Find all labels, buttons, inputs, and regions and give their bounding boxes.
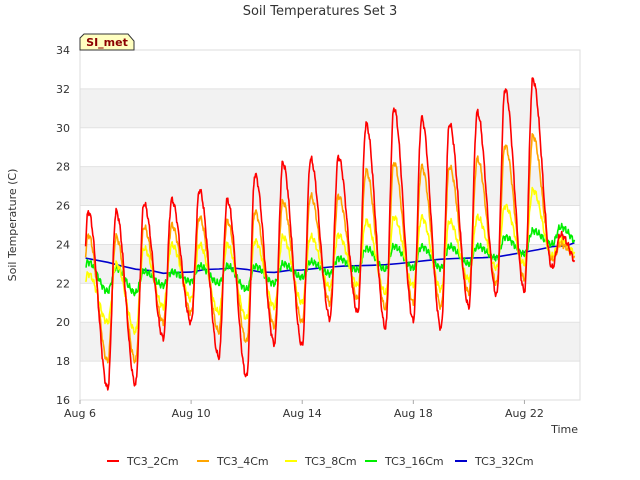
x-tick-label: Aug 6 bbox=[64, 407, 96, 420]
x-tick-label: Aug 18 bbox=[394, 407, 433, 420]
y-tick-label: 24 bbox=[56, 238, 70, 251]
series-lines bbox=[84, 77, 576, 391]
x-ticks: Aug 6 Aug 10 Aug 14 Aug 18 Aug 22 bbox=[64, 400, 544, 420]
station-badge-label: SI_met bbox=[86, 36, 128, 49]
y-tick-label: 16 bbox=[56, 394, 70, 407]
legend-label: TC3_32Cm bbox=[474, 455, 534, 468]
plot-frame bbox=[79, 49, 581, 401]
grid-band bbox=[80, 361, 580, 400]
legend: TC3_2Cm TC3_4Cm TC3_8Cm TC3_16Cm TC3_32Cm bbox=[107, 455, 534, 468]
legend-label: TC3_8Cm bbox=[304, 455, 357, 468]
grid-band bbox=[80, 50, 580, 89]
legend-label: TC3_2Cm bbox=[126, 455, 179, 468]
plot-bands bbox=[80, 49, 580, 401]
y-tick-label: 18 bbox=[56, 355, 70, 368]
grid-band bbox=[80, 322, 580, 362]
station-badge: SI_met bbox=[79, 33, 135, 51]
y-tick-label: 26 bbox=[56, 200, 70, 213]
y-axis-label: Soil Temperature (C) bbox=[6, 169, 19, 282]
x-tick-label: Aug 22 bbox=[505, 407, 544, 420]
y-tick-label: 32 bbox=[56, 83, 70, 96]
series-line-tc3_2cm bbox=[84, 77, 576, 391]
grid-band bbox=[80, 88, 580, 128]
x-tick-label: Aug 10 bbox=[172, 407, 211, 420]
y-tick-label: 28 bbox=[56, 161, 70, 174]
y-tick-label: 20 bbox=[56, 316, 70, 329]
y-tick-label: 34 bbox=[56, 44, 70, 57]
grid-band bbox=[80, 127, 580, 167]
y-ticks: 16 18 20 22 24 26 28 30 32 34 bbox=[56, 44, 70, 407]
legend-label: TC3_16Cm bbox=[384, 455, 444, 468]
x-tick-label: Aug 14 bbox=[283, 407, 322, 420]
x-axis-label: Time bbox=[550, 423, 578, 436]
y-tick-label: 30 bbox=[56, 122, 70, 135]
chart-title: Soil Temperatures Set 3 bbox=[243, 4, 398, 19]
grid-band bbox=[80, 205, 580, 245]
grid-band bbox=[80, 166, 580, 206]
legend-label: TC3_4Cm bbox=[216, 455, 269, 468]
y-tick-label: 22 bbox=[56, 277, 70, 290]
